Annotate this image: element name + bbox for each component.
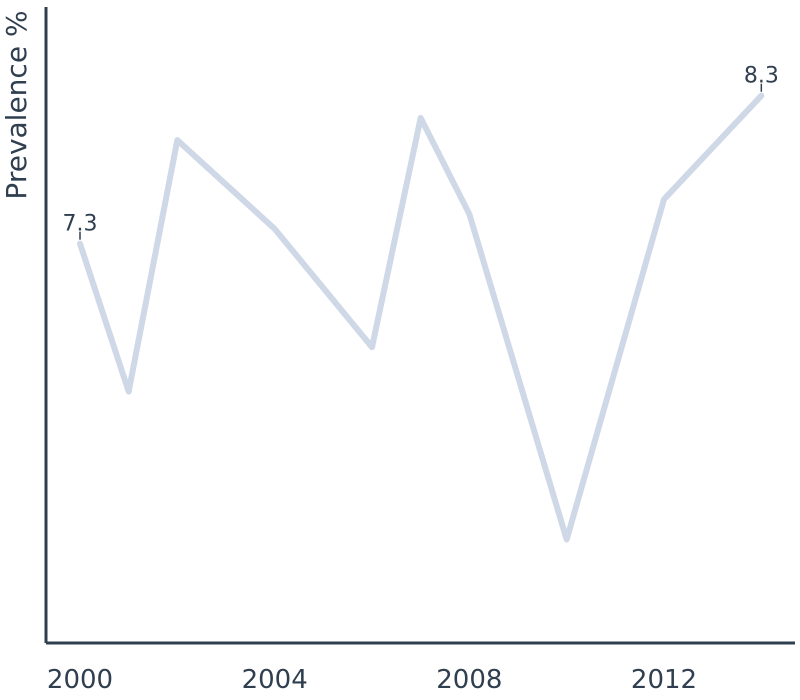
data-point-2004 [272, 226, 278, 232]
series-layer [77, 92, 765, 543]
x-tick-label-2012: 2012 [631, 665, 697, 695]
data-point-2014 [758, 93, 764, 99]
x-tick-layer: 2000 2004 2008 2012 [47, 665, 697, 695]
x-tick-label-2004: 2004 [242, 665, 308, 695]
data-point-2008 [466, 211, 472, 217]
data-point-2007 [418, 115, 424, 121]
y-axis-label: Prevalence % [0, 10, 33, 199]
data-label-layer: 7.3 8.3 [63, 64, 779, 240]
data-point-2010 [564, 536, 570, 542]
data-point-2012 [661, 196, 667, 202]
data-point-2000 [77, 241, 83, 247]
data-label-2014: 8.3 [744, 64, 779, 89]
data-point-2001 [126, 389, 132, 395]
data-label-2000: 7.3 [63, 212, 98, 237]
x-tick-label-2000: 2000 [47, 665, 113, 695]
data-point-2006 [369, 344, 375, 350]
x-tick-label-2008: 2008 [436, 665, 502, 695]
data-point-2002 [174, 137, 180, 143]
series-line [77, 92, 765, 543]
